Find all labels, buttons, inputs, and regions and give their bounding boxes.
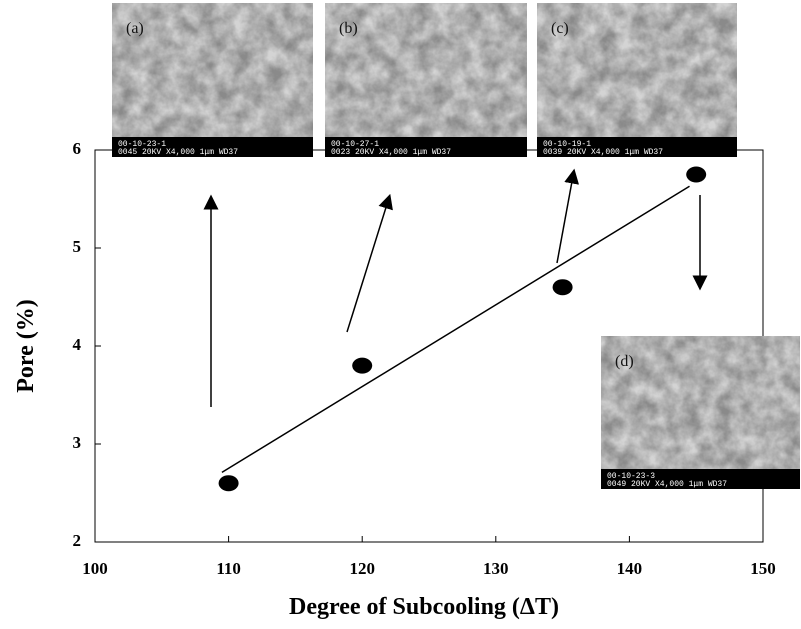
data-point — [552, 279, 573, 296]
caption-bar — [537, 137, 737, 157]
arrows — [203, 168, 708, 407]
y-axis-title: Pore (%) — [13, 299, 39, 393]
sem-image — [537, 3, 737, 157]
y-tick-label: 4 — [73, 335, 82, 354]
x-tick-label: 130 — [483, 559, 509, 578]
data-point — [686, 166, 707, 183]
y-tick-label: 5 — [73, 237, 82, 256]
trendline — [221, 185, 690, 474]
data-point — [218, 475, 239, 492]
data-point — [352, 357, 373, 374]
y-tick-label: 3 — [73, 433, 82, 452]
inset-caption: 00-10-19-1 — [543, 140, 591, 149]
inset-caption: 00-10-23-1 — [118, 140, 166, 149]
sem-image — [112, 3, 313, 157]
sem-image — [325, 3, 527, 157]
sem-image — [601, 336, 800, 489]
y-tick-label: 6 — [73, 139, 82, 158]
x-tick-label: 120 — [349, 559, 375, 578]
inset-caption: 0039 20KV X4,000 1μm WD37 — [543, 148, 663, 157]
inset-caption: 0045 20KV X4,000 1μm WD37 — [118, 148, 238, 157]
x-axis-title: Degree of Subcooling (ΔT) — [289, 594, 559, 620]
caption-bar — [325, 137, 527, 157]
x-tick-label: 140 — [617, 559, 643, 578]
inset-caption: 0049 20KV X4,000 1μm WD37 — [607, 480, 727, 489]
x-tick-label: 110 — [216, 559, 241, 578]
caption-bar — [601, 469, 800, 489]
arrow — [556, 168, 580, 264]
y-tick-label: 2 — [73, 531, 82, 550]
inset-caption: 00-10-27-1 — [331, 140, 379, 149]
arrow — [346, 193, 393, 333]
inset-label: (a) — [126, 20, 144, 37]
x-tick-label: 100 — [82, 559, 108, 578]
x-tick-label: 150 — [750, 559, 776, 578]
inset-label: (c) — [551, 20, 569, 37]
inset-label: (b) — [339, 20, 358, 37]
caption-bar — [112, 137, 313, 157]
inset-label: (d) — [615, 353, 634, 370]
inset-caption: 0023 20KV X4,000 1μm WD37 — [331, 148, 451, 157]
inset-caption: 00-10-23-3 — [607, 472, 655, 481]
